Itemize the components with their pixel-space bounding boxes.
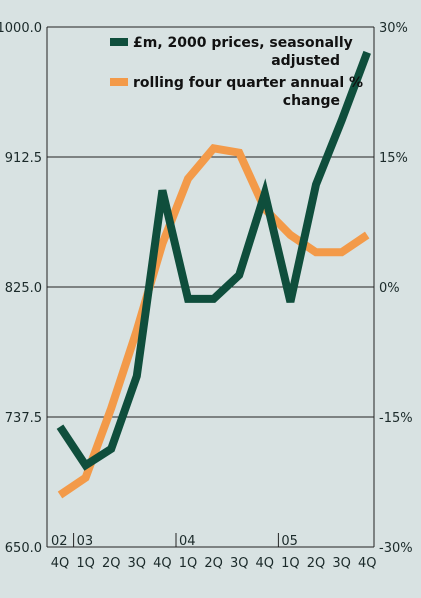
right-tick-label: 0% <box>379 281 400 296</box>
left-tick-label: 825.0 <box>5 281 42 296</box>
x-tick-label: 3Q <box>230 556 249 571</box>
legend-label: £m, 2000 prices, seasonally <box>133 35 353 51</box>
x-tick-label: 3Q <box>332 556 351 571</box>
year-label: 02 <box>51 534 68 549</box>
left-tick-label: 912.5 <box>5 151 42 166</box>
x-tick-label: 1Q <box>76 556 95 571</box>
series-line-change <box>57 143 370 499</box>
x-tick-label: 2Q <box>307 556 326 571</box>
right-axis-ticks: -30% -15% 0% 15% 30% <box>379 21 413 556</box>
right-tick-label: 15% <box>379 151 408 166</box>
x-tick-label: 1Q <box>281 556 300 571</box>
legend-label: rolling four quarter annual % <box>133 75 363 91</box>
series-lines <box>56 50 371 499</box>
left-tick-label: 1000.0 <box>0 21 42 36</box>
x-tick-label: 3Q <box>128 556 147 571</box>
year-label: 04 <box>179 534 196 549</box>
x-tick-label: 4Q <box>256 556 275 571</box>
legend: £m, 2000 prices, seasonally adjusted rolli… <box>110 35 363 109</box>
year-labels: 02 03 04 05 <box>51 533 298 549</box>
series-line-level <box>56 50 371 471</box>
legend-label: change <box>283 93 340 109</box>
legend-label: adjusted <box>271 53 340 69</box>
x-tick-label: 2Q <box>102 556 121 571</box>
year-label: 05 <box>281 534 298 549</box>
left-tick-label: 650.0 <box>5 541 42 556</box>
gridlines <box>46 26 375 548</box>
x-tick-label: 1Q <box>179 556 198 571</box>
x-axis-ticks: 4Q 1Q 2Q 3Q 4Q 1Q 2Q 3Q 4Q 1Q 2Q 3Q 4Q <box>51 556 377 571</box>
right-tick-label: -30% <box>379 541 413 556</box>
right-tick-label: 30% <box>379 21 408 36</box>
x-tick-label: 2Q <box>204 556 223 571</box>
year-label: 03 <box>77 534 94 549</box>
legend-swatch <box>110 38 128 46</box>
left-axis-ticks: 650.0 737.5 825.0 912.5 1000.0 <box>0 21 42 556</box>
x-tick-label: 4Q <box>51 556 70 571</box>
x-tick-label: 4Q <box>153 556 172 571</box>
x-tick-label: 4Q <box>358 556 377 571</box>
left-tick-label: 737.5 <box>5 411 42 426</box>
legend-swatch <box>110 78 128 86</box>
right-tick-label: -15% <box>379 411 413 426</box>
